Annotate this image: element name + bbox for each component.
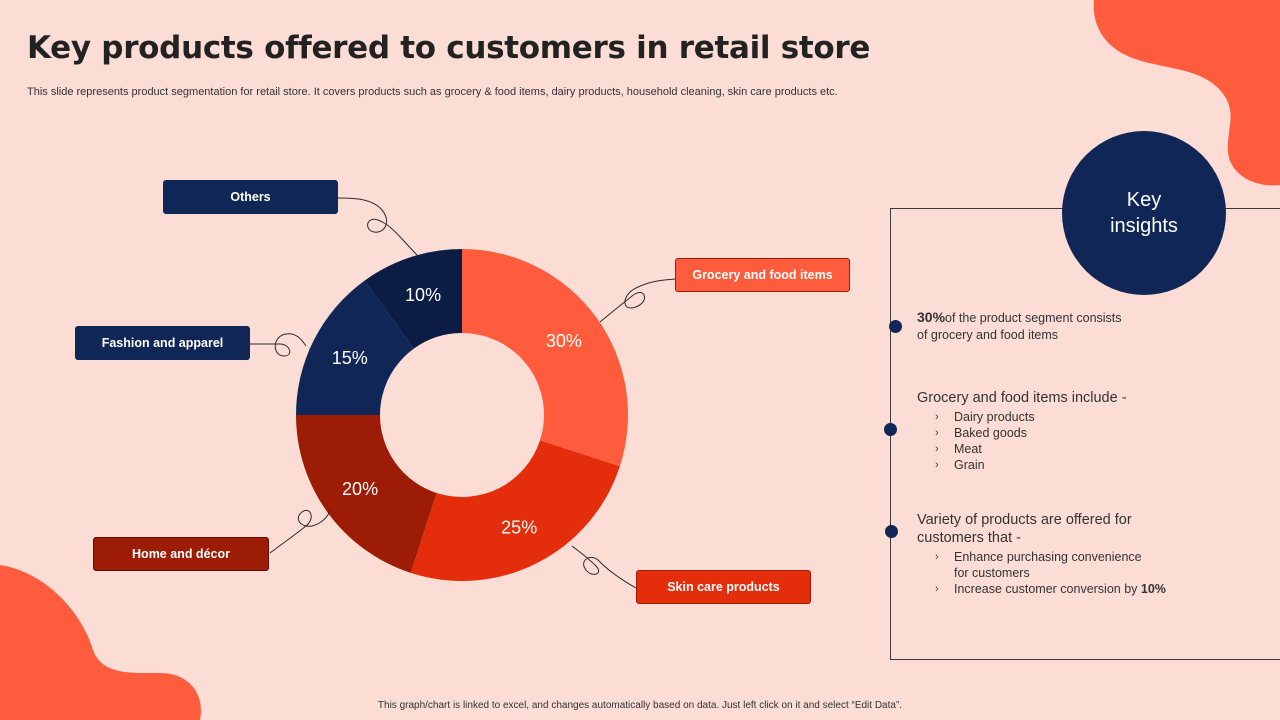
donut-slice-fashion-and-apparel[interactable]	[296, 280, 414, 415]
list-item: › Meat	[935, 441, 1127, 457]
key-insights-heading: Key insights	[1110, 189, 1178, 237]
footer-note: This graph/chart is linked to excel, and…	[377, 700, 903, 711]
insight-3: Variety of products are offered for cust…	[917, 511, 1166, 597]
chevron-right-icon: ›	[935, 443, 939, 455]
insight-3-list: › Enhance purchasing convenience for custo…	[935, 549, 1166, 597]
key-insights-badge: Key insights	[1062, 131, 1226, 295]
donut-chart[interactable]: 30% 25% 20% 15% 10%	[0, 0, 880, 700]
list-item-bold-value: 10%	[1140, 582, 1166, 596]
insight-1: 30%of the product segment consists of gr…	[917, 309, 1122, 344]
list-item: › Enhance purchasing convenience for custo…	[935, 549, 1166, 581]
connector-skin-care	[571, 545, 637, 589]
list-item-text-cont: for customers	[954, 566, 1030, 580]
decorative-blob-bottom-left	[0, 565, 201, 720]
insight-1-text-line1: of the product segment consists	[945, 311, 1122, 325]
list-item-text: Meat	[954, 442, 982, 456]
list-item: › Grain	[935, 457, 1127, 473]
page-title: Key products offered to customers in ret…	[27, 30, 871, 66]
label-grocery-and-food-items[interactable]: Grocery and food items	[675, 258, 850, 292]
insight-2-heading: Grocery and food items include -	[917, 390, 1127, 406]
chevron-right-icon: ›	[935, 427, 939, 439]
connector-fashion	[249, 333, 307, 357]
insight-bullet-dot-1	[889, 320, 902, 333]
list-item-text: Dairy products	[954, 410, 1035, 424]
connector-others	[337, 197, 419, 257]
decorative-blob-top-right	[1093, 0, 1280, 186]
insight-1-text-line2: of grocery and food items	[917, 328, 1059, 342]
chevron-right-icon: ›	[935, 583, 939, 595]
label-others[interactable]: Others	[163, 180, 338, 214]
connector-home-decor	[269, 509, 331, 554]
list-item: › Increase customer conversion by 10%	[935, 581, 1166, 597]
page-subtitle: This slide represents product segmentati…	[27, 86, 838, 98]
insight-3-heading-line2: customers that -	[917, 530, 1021, 546]
pct-label-skin-care-products: 25%	[501, 517, 537, 537]
list-item-text: Grain	[954, 458, 985, 472]
donut-slice-others[interactable]	[364, 249, 462, 349]
list-item: › Baked goods	[935, 425, 1127, 441]
donut-slice-home-and-d-cor[interactable]	[296, 415, 437, 573]
insight-bullet-dot-2	[884, 423, 897, 436]
label-fashion-and-apparel[interactable]: Fashion and apparel	[75, 326, 250, 360]
list-item: › Dairy products	[935, 409, 1127, 425]
pct-label-grocery-and-food-items: 30%	[546, 331, 582, 351]
insight-3-heading-line1: Variety of products are offered for	[917, 512, 1132, 528]
chevron-right-icon: ›	[935, 551, 939, 563]
label-home-and-decor[interactable]: Home and décor	[93, 537, 269, 571]
list-item-text: Increase customer conversion by	[954, 582, 1141, 596]
chevron-right-icon: ›	[935, 411, 939, 423]
list-item-text: Enhance purchasing convenience	[954, 550, 1142, 564]
pct-label-others: 10%	[405, 285, 441, 305]
insight-2: Grocery and food items include - › Dairy …	[917, 389, 1127, 473]
chevron-right-icon: ›	[935, 459, 939, 471]
insight-2-list: › Dairy products › Baked goods › Meat › Grai…	[935, 409, 1127, 473]
label-skin-care-products[interactable]: Skin care products	[636, 570, 811, 604]
percentage-labels: 30% 25% 20% 15% 10%	[332, 285, 582, 537]
callout-connectors	[249, 197, 677, 589]
pct-label-home-and-d-cor: 20%	[342, 479, 378, 499]
insight-bullet-dot-3	[885, 525, 898, 538]
list-item-text: Baked goods	[954, 426, 1027, 440]
pct-label-fashion-and-apparel: 15%	[332, 348, 368, 368]
donut-slices	[296, 249, 628, 581]
donut-slice-skin-care-products[interactable]	[410, 440, 620, 581]
connector-grocery	[599, 278, 677, 323]
insight-1-bold-value: 30%	[917, 309, 946, 325]
donut-slice-grocery-and-food-items[interactable]	[462, 249, 628, 467]
